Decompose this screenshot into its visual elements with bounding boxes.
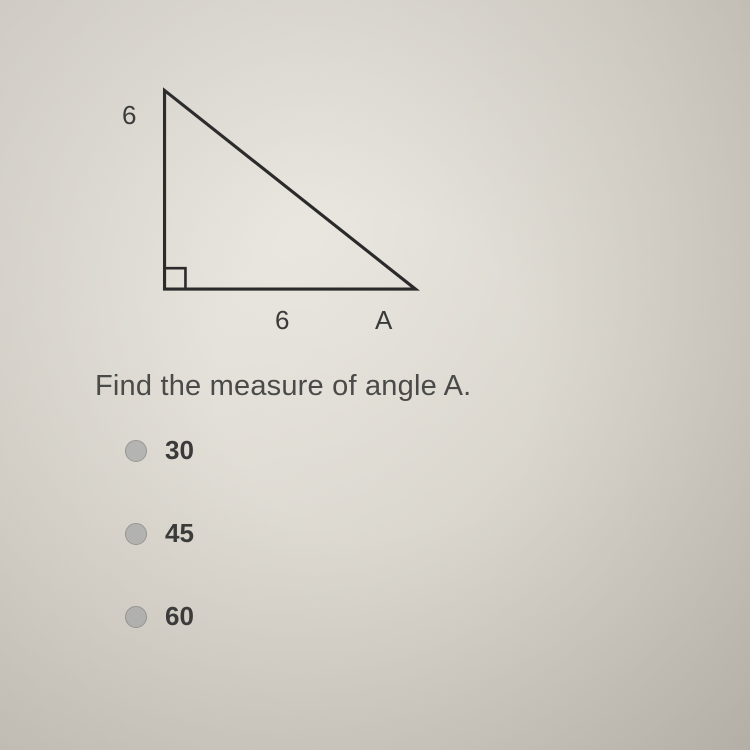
question-text: Find the measure of angle A. [95,370,471,403]
option-label: 45 [165,518,194,549]
right-angle-marker [165,268,186,289]
triangle-diagram [140,80,440,310]
triangle-svg [140,80,440,310]
answer-options: 30 45 60 [125,435,194,684]
option-label: 30 [165,435,194,466]
triangle-shape [165,90,416,289]
option-row[interactable]: 30 [125,435,194,466]
bottom-side-label: 6 [275,305,289,336]
radio-button-icon[interactable] [125,523,147,545]
vertex-a-label: A [375,305,392,336]
vertical-side-label: 6 [122,100,136,131]
option-row[interactable]: 45 [125,518,194,549]
option-label: 60 [165,601,194,632]
option-row[interactable]: 60 [125,601,194,632]
radio-button-icon[interactable] [125,440,147,462]
radio-button-icon[interactable] [125,606,147,628]
